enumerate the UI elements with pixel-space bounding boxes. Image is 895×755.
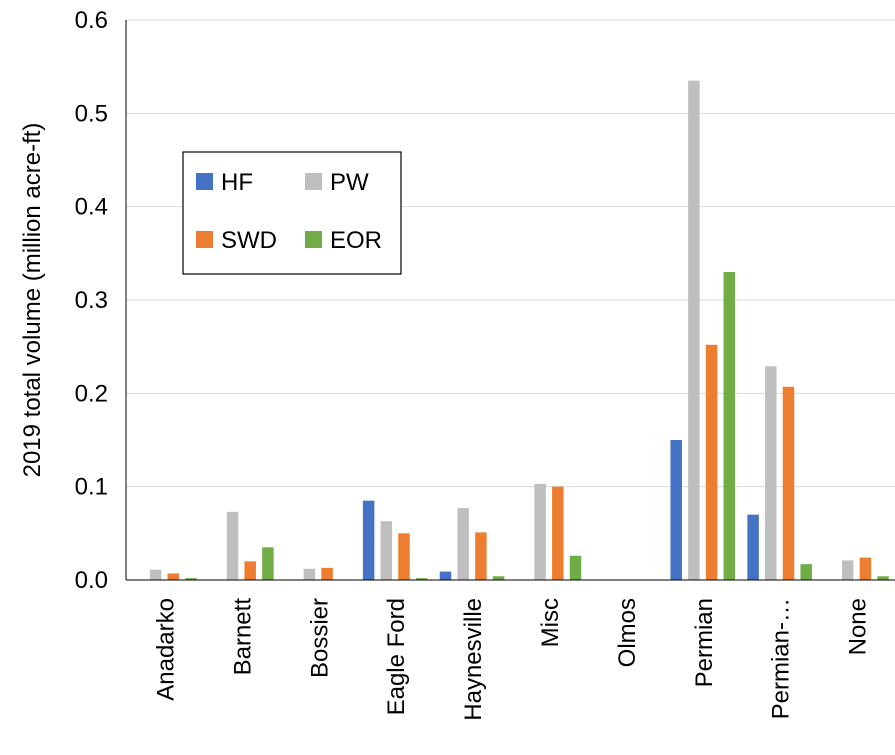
axes — [125, 20, 895, 581]
bar-eor — [415, 578, 428, 580]
bar-pw — [380, 521, 393, 580]
bar-hf — [439, 571, 452, 580]
bar-pw — [226, 511, 239, 580]
bar-swd — [782, 386, 795, 580]
legend-swatch-hf — [196, 173, 213, 190]
bar-swd — [552, 486, 564, 580]
bar-pw — [457, 508, 469, 580]
bar-eor — [492, 576, 505, 580]
bar-eor — [877, 576, 889, 580]
legend-label-swd: SWD — [221, 227, 277, 254]
legend: HF PW SWD EOR — [182, 151, 402, 275]
category-label: Anadarko — [152, 598, 179, 701]
y-tick-labels: 0.0 0.1 0.2 0.3 0.4 0.5 0.6 — [75, 7, 108, 594]
bar-hf — [362, 500, 375, 580]
bar-eor — [262, 547, 274, 580]
category-label: Permian — [691, 598, 718, 687]
legend-label-pw: PW — [330, 169, 369, 196]
y-tick-label: 0.0 — [75, 567, 108, 594]
bar-eor — [569, 555, 582, 580]
bar-eor — [723, 272, 736, 580]
bar-swd — [475, 532, 487, 580]
category-label: Eagle Ford — [383, 598, 410, 715]
y-tick-label: 0.6 — [75, 7, 108, 34]
legend-swatch-swd — [196, 231, 213, 248]
bar-eor — [800, 564, 812, 580]
bar-pw — [688, 80, 700, 581]
bar-eor — [185, 578, 197, 580]
bar-hf — [670, 440, 682, 580]
category-label: Barnett — [229, 598, 256, 676]
legend-box — [182, 151, 402, 275]
category-label: None — [845, 598, 872, 655]
bars — [149, 80, 889, 581]
y-tick-label: 0.1 — [75, 474, 108, 501]
y-tick-label: 0.2 — [75, 380, 108, 407]
legend-label-eor: EOR — [330, 227, 382, 254]
bar-pw — [765, 366, 777, 580]
category-label: Olmos — [614, 598, 641, 667]
y-tick-label: 0.4 — [75, 194, 108, 221]
category-labels: Anadarko Barnett Bossier Eagle Ford Haynesvi… — [152, 598, 871, 721]
bar-swd — [705, 344, 718, 580]
category-label: Permian-… — [768, 598, 795, 719]
bar-pw — [149, 569, 162, 580]
bar-swd — [398, 533, 410, 580]
y-tick-label: 0.3 — [75, 287, 108, 314]
y-axis-title: 2019 total volume (million acre-ft) — [19, 123, 46, 478]
legend-label-hf: HF — [221, 169, 253, 196]
bar-hf — [747, 514, 759, 580]
bar-pw — [303, 568, 316, 580]
legend-swatch-pw — [305, 173, 322, 190]
legend-swatch-eor — [305, 231, 322, 248]
y-tick-label: 0.5 — [75, 100, 108, 127]
bar-swd — [859, 557, 872, 580]
category-label: Bossier — [306, 598, 333, 678]
category-label: Misc — [537, 598, 564, 647]
bar-pw — [841, 560, 854, 580]
bar-swd — [321, 567, 333, 580]
category-label: Haynesville — [460, 598, 487, 721]
bar-swd — [167, 573, 180, 580]
bar-pw — [534, 483, 546, 580]
bar-swd — [244, 561, 256, 580]
